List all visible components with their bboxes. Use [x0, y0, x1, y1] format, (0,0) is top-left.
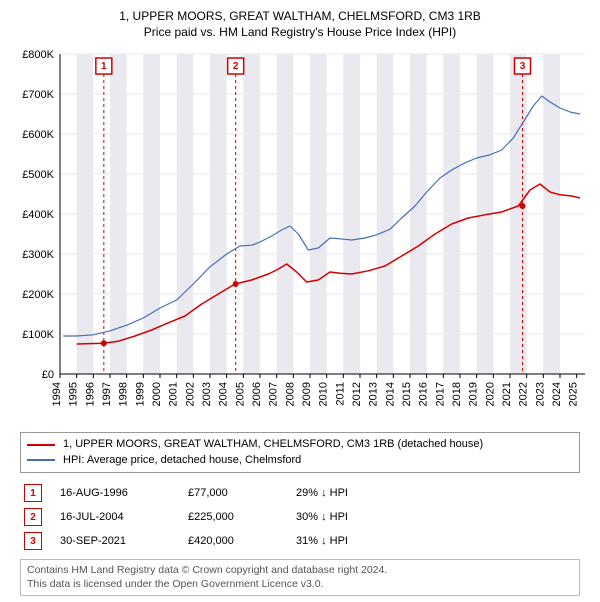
legend-swatch [27, 444, 55, 446]
svg-text:£700K: £700K [22, 89, 54, 101]
svg-text:2021: 2021 [501, 382, 513, 406]
svg-text:1996: 1996 [84, 382, 96, 406]
svg-text:2: 2 [233, 61, 239, 72]
svg-text:2002: 2002 [184, 382, 196, 406]
svg-text:2010: 2010 [318, 382, 330, 406]
sales-row: 1 16-AUG-1996 £77,000 29% ↓ HPI [20, 481, 580, 505]
footer-attribution: Contains HM Land Registry data © Crown c… [20, 559, 580, 596]
footer-line-2: This data is licensed under the Open Gov… [27, 578, 573, 592]
svg-text:3: 3 [520, 61, 526, 72]
svg-text:£800K: £800K [22, 49, 54, 61]
svg-text:£0: £0 [42, 369, 54, 381]
svg-text:2019: 2019 [468, 382, 480, 406]
sale-hpi-diff: 31% ↓ HPI [296, 535, 576, 547]
svg-text:£200K: £200K [22, 289, 54, 301]
svg-text:2009: 2009 [301, 382, 313, 406]
svg-text:1998: 1998 [118, 382, 130, 406]
title-line-2: Price paid vs. HM Land Registry's House … [10, 24, 590, 40]
svg-text:2008: 2008 [284, 382, 296, 406]
svg-text:2000: 2000 [151, 382, 163, 406]
svg-text:2003: 2003 [201, 382, 213, 406]
svg-text:1: 1 [101, 61, 107, 72]
svg-text:2022: 2022 [518, 382, 530, 406]
sale-price: £420,000 [188, 535, 278, 547]
svg-text:2017: 2017 [434, 382, 446, 406]
svg-text:£500K: £500K [22, 169, 54, 181]
chart-title-block: 1, UPPER MOORS, GREAT WALTHAM, CHELMSFOR… [10, 8, 590, 40]
svg-text:£400K: £400K [22, 209, 54, 221]
svg-text:1997: 1997 [101, 382, 113, 406]
sale-date: 16-JUL-2004 [60, 511, 170, 523]
price-chart: £0 £100K £200K £300K £400K £500K £600K £700K £80… [10, 46, 590, 426]
svg-text:2013: 2013 [368, 382, 380, 406]
svg-text:2023: 2023 [534, 382, 546, 406]
sale-date: 30-SEP-2021 [60, 535, 170, 547]
svg-text:2006: 2006 [251, 382, 263, 406]
svg-text:2015: 2015 [401, 382, 413, 406]
sale-date: 16-AUG-1996 [60, 487, 170, 499]
svg-text:2020: 2020 [484, 382, 496, 406]
svg-text:2016: 2016 [418, 382, 430, 406]
legend-label: HPI: Average price, detached house, Chel… [63, 453, 301, 468]
svg-text:1999: 1999 [134, 382, 146, 406]
footer-line-1: Contains HM Land Registry data © Crown c… [27, 564, 573, 578]
sales-table: 1 16-AUG-1996 £77,000 29% ↓ HPI 2 16-JUL-2004… [20, 481, 580, 553]
svg-text:2018: 2018 [451, 382, 463, 406]
svg-text:2024: 2024 [551, 382, 563, 406]
sale-marker-icon: 2 [24, 508, 42, 526]
svg-text:£100K: £100K [22, 329, 54, 341]
svg-text:2014: 2014 [384, 382, 396, 406]
svg-text:2001: 2001 [168, 382, 180, 406]
sales-row: 3 30-SEP-2021 £420,000 31% ↓ HPI [20, 529, 580, 553]
legend: 1, UPPER MOORS, GREAT WALTHAM, CHELMSFOR… [20, 432, 580, 473]
svg-text:1994: 1994 [51, 382, 63, 406]
legend-item: 1, UPPER MOORS, GREAT WALTHAM, CHELMSFOR… [27, 437, 573, 452]
sale-hpi-diff: 30% ↓ HPI [296, 511, 576, 523]
svg-text:2005: 2005 [234, 382, 246, 406]
svg-text:2012: 2012 [351, 382, 363, 406]
sale-marker-icon: 1 [24, 484, 42, 502]
sale-marker-icon: 3 [24, 532, 42, 550]
svg-text:1995: 1995 [68, 382, 80, 406]
svg-text:2007: 2007 [268, 382, 280, 406]
legend-label: 1, UPPER MOORS, GREAT WALTHAM, CHELMSFOR… [63, 437, 483, 452]
svg-text:£300K: £300K [22, 249, 54, 261]
svg-text:2004: 2004 [218, 382, 230, 406]
legend-swatch [27, 459, 55, 461]
sale-price: £77,000 [188, 487, 278, 499]
sale-hpi-diff: 29% ↓ HPI [296, 487, 576, 499]
svg-text:2025: 2025 [568, 382, 580, 406]
svg-text:£600K: £600K [22, 129, 54, 141]
sale-price: £225,000 [188, 511, 278, 523]
svg-text:2011: 2011 [334, 382, 346, 406]
sales-row: 2 16-JUL-2004 £225,000 30% ↓ HPI [20, 505, 580, 529]
title-line-1: 1, UPPER MOORS, GREAT WALTHAM, CHELMSFOR… [10, 8, 590, 24]
legend-item: HPI: Average price, detached house, Chel… [27, 453, 573, 468]
